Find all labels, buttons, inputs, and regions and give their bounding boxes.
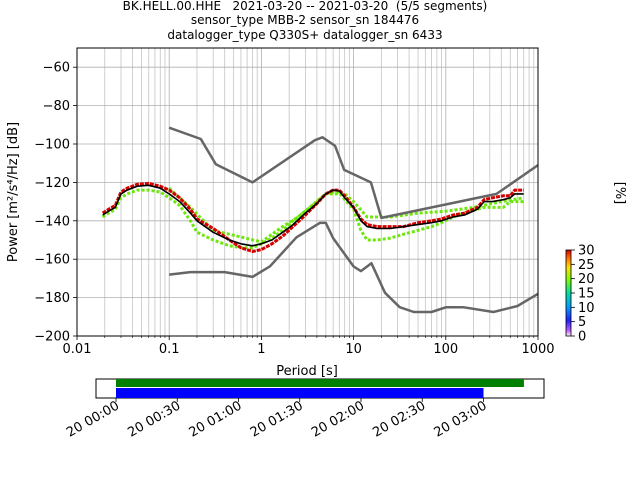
y-tick-label: −200 <box>34 330 70 345</box>
y-tick-label: −60 <box>43 61 70 76</box>
colorbar-tick-label: 15 <box>578 287 595 302</box>
timeline-ticks: 20 00:00 20 00:30 20 01:00 20 01:30 20 02:00… <box>64 398 490 441</box>
y-tick-label: −80 <box>43 99 70 114</box>
colorbar-gradient <box>565 249 572 337</box>
y-tick-label: −100 <box>34 138 70 153</box>
colorbar-tick-label: 10 <box>578 301 595 316</box>
colorbar-tick-label: 20 <box>578 272 595 287</box>
x-tick-label: 10 <box>345 342 362 357</box>
colorbar-tick-label: 5 <box>578 315 586 330</box>
series-spread-line <box>101 188 524 250</box>
series-mean-line <box>102 184 524 247</box>
series-nlnm-line <box>169 221 538 314</box>
timeline-tick-label: 20 00:00 <box>64 398 122 440</box>
x-axis-label: Period [s] <box>276 364 338 379</box>
plot-frame <box>76 47 539 337</box>
series-nhnm-line <box>168 126 538 220</box>
title-line-3: datalogger_type Q330S+ datalogger_sn 643… <box>167 28 443 42</box>
timeline: 20 00:00 20 00:30 20 01:00 20 01:30 20 02:00… <box>64 378 545 441</box>
y-tick-label: −120 <box>34 176 70 191</box>
x-tick-label: 0.01 <box>63 342 92 357</box>
timeline-tick-label: 20 02:00 <box>309 398 367 440</box>
axes-ticks: 0.01 0.1 1 10 100 1000 −200 −180 −160 −140 −120 −10… <box>34 61 554 357</box>
colorbar-tick-label: 25 <box>578 258 595 273</box>
timeline-processed-bar <box>116 388 484 398</box>
timeline-tick-label: 20 01:00 <box>187 398 245 440</box>
x-tick-label: 100 <box>433 342 458 357</box>
y-tick-label: −160 <box>34 253 70 268</box>
timeline-tick-label: 20 00:30 <box>125 398 183 440</box>
timeline-tick-label: 20 02:30 <box>370 398 428 440</box>
x-tick-label: 0.1 <box>159 342 180 357</box>
title-line-1: BK.HELL.00.HHE 2021-03-20 -- 2021-03-20 … <box>122 0 488 13</box>
y-axis-label: Power [m²/s⁴/Hz] [dB] <box>6 122 21 262</box>
y-tick-label: −180 <box>34 291 70 306</box>
x-tick-label: 1 <box>257 342 265 357</box>
colorbar-label: [%] <box>612 182 627 205</box>
timeline-tick-label: 20 03:00 <box>432 398 490 440</box>
colorbar-tick-label: 30 <box>578 244 595 259</box>
y-tick-label: −140 <box>34 214 70 229</box>
timeline-tick-label: 20 01:30 <box>248 398 306 440</box>
x-tick-label: 1000 <box>521 342 554 357</box>
timeline-coverage-bar <box>116 379 524 387</box>
plot-area <box>77 48 538 336</box>
title-line-2: sensor_type MBB-2 sensor_sn 184476 <box>190 13 420 27</box>
colorbar-tick-label: 0 <box>578 330 586 345</box>
series-layer <box>101 126 538 314</box>
